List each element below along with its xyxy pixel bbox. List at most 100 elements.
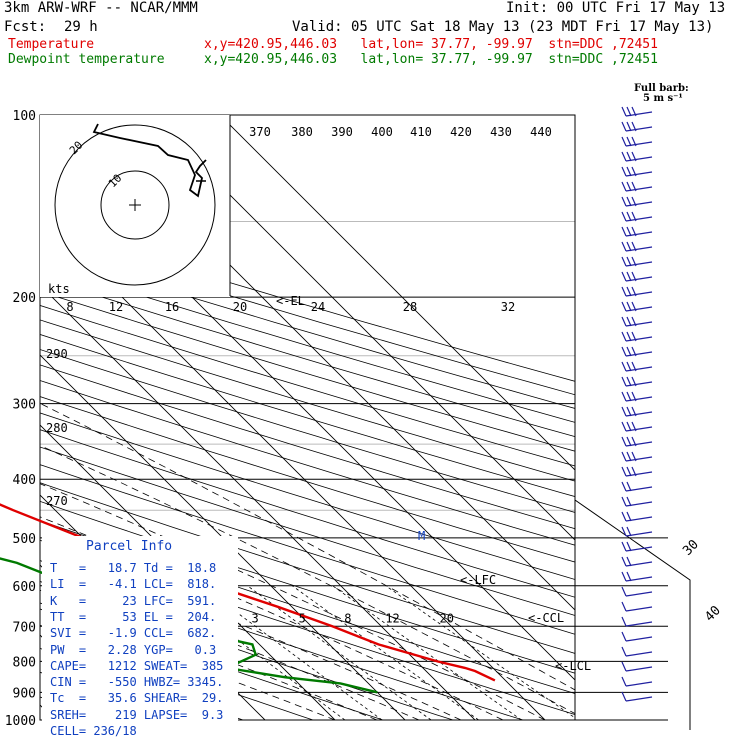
theta-e-label: 390 <box>331 125 353 139</box>
wind-barb-flag <box>626 496 632 507</box>
wind-barb-flag <box>621 166 627 177</box>
dry-adiabat <box>40 319 575 482</box>
dry-adiabat <box>40 464 575 635</box>
wind-barb-flag <box>621 226 627 237</box>
wind-legend-units: 5 m s⁻¹ <box>643 93 683 104</box>
mixing-ratio-label: 12 <box>385 611 399 625</box>
wind-barb-flag <box>626 436 632 447</box>
wind-barb-flag <box>621 406 627 417</box>
wind-legend-label: Full barb: <box>634 83 689 94</box>
isotherm-line <box>40 354 406 720</box>
dry-adiabat <box>40 602 384 720</box>
dry-adiabat <box>40 250 575 409</box>
wind-barb-flag <box>631 346 637 357</box>
temperature-legend: Temperature <box>8 37 95 52</box>
wind-barb-flag <box>631 421 637 432</box>
wind-barb-flag <box>621 121 627 132</box>
wind-barb-flag <box>626 121 632 132</box>
level-annotation: M <box>418 529 425 543</box>
dry-adiabat <box>40 412 575 580</box>
init-time: Init: 00 UTC Fri 17 May 13 <box>506 0 726 16</box>
theta-e-label: 410 <box>410 125 432 139</box>
dry-adiabat <box>40 349 575 513</box>
wind-barb-flag <box>621 496 627 507</box>
dry-adiabat <box>40 446 575 616</box>
wind-barb <box>625 696 653 702</box>
dry-adiabat <box>40 224 575 382</box>
mixing-ratio-label: 20 <box>439 611 453 625</box>
hodograph-speed-label: 20 <box>233 300 247 314</box>
wind-barb-flag <box>621 556 627 567</box>
parcel-info-row: SVI = -1.9 CCL= 682. <box>50 626 217 641</box>
pressure-label: 400 <box>13 473 36 488</box>
diagram-outline <box>574 455 691 730</box>
wind-barb-flag <box>626 421 632 432</box>
parcel-info-row: TT = 53 EL = 204. <box>50 609 217 624</box>
wind-barb-flag <box>631 181 637 192</box>
pressure-label: 900 <box>13 686 36 701</box>
wind-barb-flag <box>631 301 637 312</box>
wind-barb-flag <box>626 286 632 297</box>
mixing-ratio-line <box>247 585 432 720</box>
parcel-info-row: CAPE= 1212 SWEAT= 385 <box>50 658 224 673</box>
wind-barb-flag <box>631 451 637 462</box>
parcel-info-row: CIN = -550 HWBZ= 3345. <box>50 675 224 690</box>
wind-barb-flag <box>626 136 632 147</box>
isotherm-line <box>149 115 575 541</box>
pressure-label: 200 <box>13 291 36 306</box>
wind-barb-flag <box>621 616 627 627</box>
wind-barb-flag <box>631 151 637 162</box>
parcel-info-row: LI = -4.1 LCL= 818. <box>50 577 217 592</box>
wind-barb-flag <box>631 331 637 342</box>
dry-adiabat <box>40 290 575 452</box>
wind-barb-flag <box>621 511 627 522</box>
wind-barb-flag <box>631 106 637 117</box>
wind-barb-flag <box>621 646 627 657</box>
hodograph-speed-label: 32 <box>501 300 515 314</box>
wind-barb <box>625 666 653 672</box>
wind-barb-flag <box>626 271 632 282</box>
wind-barb-flag <box>626 541 632 552</box>
hodograph-speed-label: 24 <box>311 300 325 314</box>
pressure-label: 300 <box>13 398 36 413</box>
theta-label: 270 <box>46 494 68 508</box>
theta-e-label: 380 <box>291 125 313 139</box>
wind-barb-flag <box>626 331 632 342</box>
moist-adiabat <box>40 402 575 691</box>
wind-barb-flag <box>621 541 627 552</box>
parcel-info-title: Parcel Info <box>86 539 173 554</box>
dry-adiabat <box>40 277 575 438</box>
mixing-ratio-label: 8 <box>344 611 351 625</box>
temperature-profile <box>0 503 496 682</box>
wind-barb-flag <box>626 526 632 537</box>
wind-barb-flag <box>621 151 627 162</box>
wind-barb-flag <box>626 451 632 462</box>
wind-barb-flag <box>631 406 637 417</box>
wind-barb-flag <box>621 346 627 357</box>
parcel-info-row: CELL= 236/18 <box>50 724 137 738</box>
wind-barb <box>625 591 653 597</box>
wind-barb-flag <box>626 316 632 327</box>
theta-e-label: 400 <box>371 125 393 139</box>
wind-barb-flag <box>631 376 637 387</box>
wind-barb-flag <box>621 631 627 642</box>
wind-barb-flag <box>631 121 637 132</box>
wind-barb-flag <box>631 196 637 207</box>
wind-barb-flag <box>626 181 632 192</box>
wind-barb-flag <box>626 226 632 237</box>
dry-adiabat <box>40 429 575 598</box>
wind-barb-flag <box>631 436 637 447</box>
dry-adiabat <box>40 305 575 467</box>
parcel-info-row: PW = 2.28 YGP= 0.3 <box>50 642 217 657</box>
theta-label: 290 <box>46 347 68 361</box>
wind-barb-flag <box>626 166 632 177</box>
wind-barb-flag <box>626 106 632 117</box>
level-annotation: <-LCL <box>555 659 591 673</box>
parcel-info-row: T = 18.7 Td = 18.8 <box>50 561 217 575</box>
wind-barb <box>625 681 653 687</box>
level-annotation: <-LFC <box>460 573 496 587</box>
wind-barb-flag <box>626 196 632 207</box>
pressure-label: 100 <box>13 109 36 124</box>
dry-adiabat <box>40 581 454 720</box>
theta-label: 280 <box>46 421 68 435</box>
